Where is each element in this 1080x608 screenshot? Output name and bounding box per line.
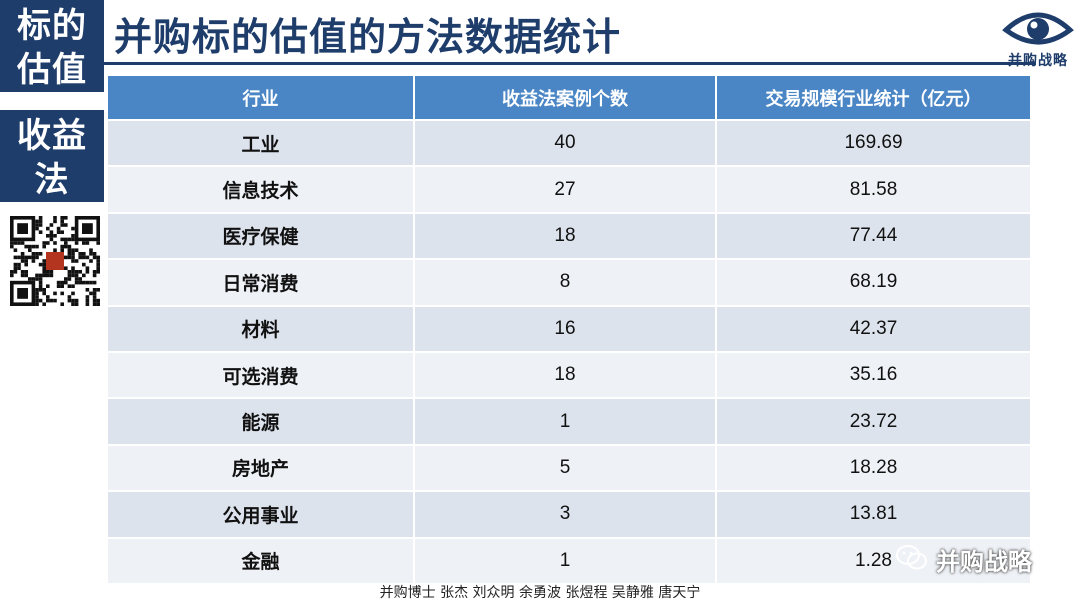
cell-case-count: 18 <box>414 350 717 399</box>
cell-industry: 公用事业 <box>108 490 415 538</box>
side-label-target-valuation: 标的 估值 <box>0 0 104 92</box>
cell-case-count: 5 <box>414 443 717 492</box>
cell-deal-size: 35.16 <box>716 350 1030 399</box>
side-label-income-method: 收益 法 <box>0 110 104 202</box>
industry-stats-table: 行业 收益法案例个数 交易规模行业统计（亿元） 工业 40 169.69 信息技… <box>108 76 1030 583</box>
cell-case-count: 16 <box>414 304 717 352</box>
watermark-text: 并购战略 <box>936 548 1032 576</box>
table-row: 可选消费 18 35.16 <box>108 350 1030 399</box>
cell-industry: 医疗保健 <box>108 211 415 260</box>
wechat-icon <box>896 545 927 570</box>
header-deal-size: 交易规模行业统计（亿元） <box>716 76 1030 120</box>
cell-industry: 能源 <box>108 397 415 445</box>
qr-code-icon <box>10 216 100 306</box>
cell-case-count: 3 <box>414 490 717 538</box>
cell-deal-size: 18.28 <box>716 443 1030 492</box>
table-row: 工业 40 169.69 <box>108 118 1030 167</box>
table-row: 医疗保健 18 77.44 <box>108 211 1030 260</box>
cell-deal-size: 13.81 <box>716 490 1030 538</box>
table-row: 公用事业 3 13.81 <box>108 490 1030 538</box>
side-label-line1: 标的 <box>17 6 87 46</box>
header-industry: 行业 <box>108 76 415 120</box>
cell-industry: 可选消费 <box>108 350 415 399</box>
cell-case-count: 40 <box>414 118 717 167</box>
cell-case-count: 1 <box>414 397 717 445</box>
cell-industry: 材料 <box>108 304 415 352</box>
wechat-watermark: 并购战略 <box>896 540 1066 580</box>
cell-industry: 金融 <box>108 536 415 583</box>
title-bar: 并购标的估值的方法数据统计 <box>104 0 974 62</box>
cell-industry: 日常消费 <box>108 258 415 306</box>
side-label-line2: 估值 <box>17 50 87 90</box>
cell-case-count: 18 <box>414 211 717 260</box>
side-label-line2: 法 <box>34 160 70 200</box>
cell-deal-size: 23.72 <box>716 397 1030 445</box>
title-underline <box>104 62 1036 65</box>
table-row: 房地产 5 18.28 <box>108 443 1030 492</box>
cell-case-count: 27 <box>414 165 717 213</box>
cell-industry: 房地产 <box>108 443 415 492</box>
cell-deal-size: 68.19 <box>716 258 1030 306</box>
cell-industry: 工业 <box>108 118 415 167</box>
eye-icon <box>1002 12 1074 45</box>
table-row: 日常消费 8 68.19 <box>108 258 1030 306</box>
cell-industry: 信息技术 <box>108 165 415 213</box>
table-row: 信息技术 27 81.58 <box>108 165 1030 213</box>
brand-logo: 并购战略 <box>1000 6 1076 70</box>
side-label-line1: 收益 <box>17 116 87 156</box>
table-header-row: 行业 收益法案例个数 交易规模行业统计（亿元） <box>108 76 1030 120</box>
cell-deal-size: 77.44 <box>716 211 1030 260</box>
table-row: 材料 16 42.37 <box>108 304 1030 352</box>
cell-deal-size: 1.28 <box>716 536 1030 583</box>
cell-deal-size: 42.37 <box>716 304 1030 352</box>
logo-text: 并购战略 <box>1008 53 1068 69</box>
cell-deal-size: 169.69 <box>716 118 1030 167</box>
cell-case-count: 1 <box>414 536 717 583</box>
table-row: 金融 1 1.28 <box>108 536 1030 583</box>
page-title: 并购标的估值的方法数据统计 <box>114 15 622 59</box>
header-case-count: 收益法案例个数 <box>414 76 717 120</box>
cell-case-count: 8 <box>414 258 717 306</box>
cell-deal-size: 81.58 <box>716 165 1030 213</box>
author-footer: 并购博士 张杰 刘众明 余勇波 张煜程 吴静雅 唐天宁 <box>379 585 701 601</box>
table-row: 能源 1 23.72 <box>108 397 1030 445</box>
